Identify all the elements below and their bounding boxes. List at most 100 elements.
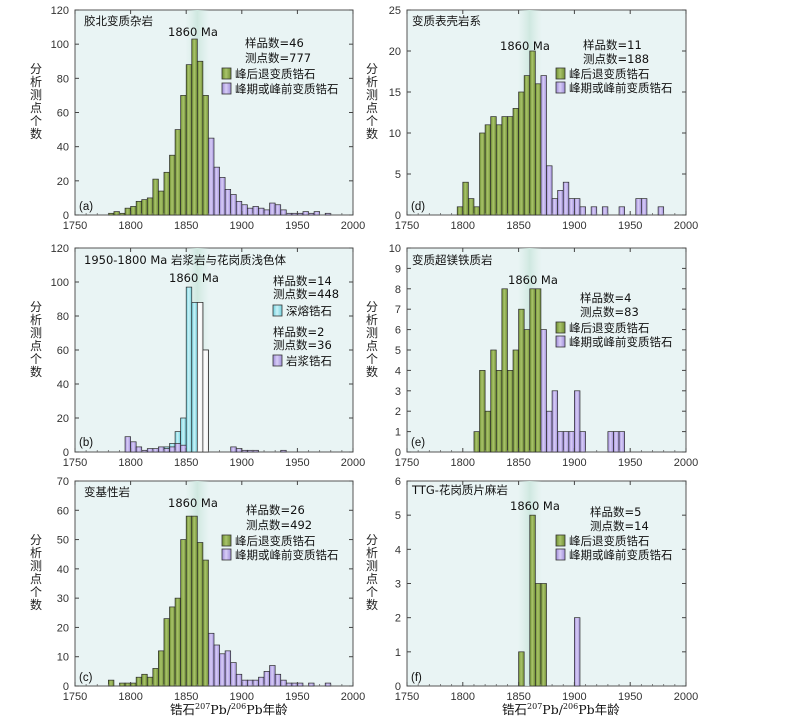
legend-post-c: 峰后退变质锆石 [235,534,316,548]
y-tick-label-c-70: 70 [57,476,69,488]
bar-c-1-1950 [297,682,304,687]
y-axis-label-char: 测 [366,326,378,340]
bar-b-2-1890 [230,446,237,453]
bar-d-0-1820 [484,124,492,216]
y-axis-label-char: 个 [30,352,42,366]
x-tick-label-f-1800: 1800 [451,691,475,703]
legend-swatch-peak-c [221,548,232,561]
y-axis-label-char: 析 [366,75,378,89]
y-axis-label-char: 析 [30,546,42,560]
y-tick-label-a-120: 120 [51,5,69,17]
x-axis-label-left-part3: Pb年龄 [246,702,288,717]
x-tick-label-d-1750: 1750 [395,220,419,232]
bar-e-1-1880 [551,390,559,453]
y-tick-label-b-40: 40 [57,379,69,391]
x-tick-label-e-1850: 1850 [506,457,530,469]
y-tick-label-a-80: 80 [57,73,69,85]
bar-d-1-1940 [618,206,625,216]
bar-c-0-1815 [146,676,154,687]
highlight-label-a: 1860 Ma [168,25,218,39]
bar-d-0-1825 [490,116,497,216]
legend-swatch-post-c [221,534,232,547]
bar-b-2-1895 [235,448,243,453]
legend-peak-e: 峰期或峰前变质锆石 [569,335,673,349]
x-tick-label-e-1750: 1750 [395,457,419,469]
x-tick-label-f-1850: 1850 [506,691,530,703]
y-axis-label-char: 测 [30,88,42,102]
bar-b-2-1800 [130,441,137,453]
bar-c-1-1875 [213,644,220,687]
y-axis-label-char: 测 [30,326,42,340]
y-tick-label-d-15: 15 [389,87,401,99]
bars-b [124,286,287,453]
y-axis-label-char: 数 [30,126,42,141]
bar-b-2-1835 [169,446,176,453]
bar-c-1-1960 [308,682,315,687]
bar-d-1-1975 [657,206,665,216]
bar-b-1-1860 [196,302,204,453]
bar-d-1-1900 [574,198,581,216]
y-tick-label-e-1: 1 [395,427,401,439]
bar-d-0-1805 [468,198,475,216]
highlight-label-d: 1860 Ma [500,39,550,53]
bar-c-1-1935 [280,679,287,687]
legend-swatch-peak-d [555,81,566,94]
x-tick-label-a-1950: 1950 [285,220,309,232]
bar-a-1-1960 [308,212,315,216]
point-count-d: 测点数=188 [583,52,649,66]
x-tick-label-c-1850: 1850 [174,691,198,703]
panel-title-c: 变基性岩 [84,485,130,499]
sample-count-b1: 样品数=14 [273,274,332,288]
bar-a-0-1845 [180,95,187,216]
y-tick-label-f-5: 5 [395,510,401,522]
bar-c-1-1880 [219,653,226,687]
y-tick-label-d-20: 20 [389,46,401,58]
y-tick-label-e-2: 2 [395,406,401,418]
bar-c-0-1845 [180,539,187,687]
bar-d-1-1875 [546,165,553,216]
y-axis-label-d: 分析测点个数 [366,62,378,141]
legend-swatch-post-f [555,534,566,547]
bar-d-0-1840 [507,116,514,216]
legend-post-f: 峰后退变质锆石 [569,534,650,548]
bar-d-1-1925 [601,206,609,216]
bar-a-0-1860 [196,60,204,216]
x-tick-label-a-1800: 1800 [118,220,142,232]
y-axis-label-char: 数 [366,126,378,141]
bar-a-0-1855 [191,38,198,216]
y-axis-label-char: 数 [30,364,42,379]
x-axis-label-right-sup2: 206 [563,702,578,711]
bar-c-1-1915 [258,676,265,687]
x-axis-label-left-sup1: 207 [195,702,210,711]
y-axis-label-char: 点 [366,572,378,586]
y-tick-label-e-4: 4 [395,365,401,377]
y-axis-label-char: 数 [366,364,378,379]
y-tick-label-e-3: 3 [395,386,401,398]
y-axis-label-b: 分析测点个数 [30,300,42,379]
x-tick-label-c-1750: 1750 [63,691,87,703]
point-count-f: 测点数=14 [590,519,649,533]
y-tick-label-c-50: 50 [57,535,69,547]
bar-a-1-1915 [258,207,265,216]
bar-d-1-1955 [635,198,642,216]
bar-a-0-1835 [169,154,176,216]
bar-c-0-1830 [163,618,170,687]
bar-b-2-1810 [141,449,148,453]
bar-d-0-1865 [534,83,542,216]
bar-b-2-1900 [241,449,248,453]
bar-a-1-1875 [213,166,220,216]
y-axis-label-char: 分 [366,300,378,314]
point-count-e: 测点数=83 [580,305,639,319]
bar-c-0-1790 [119,682,126,687]
highlight-label-c: 1860 Ma [168,496,218,510]
x-tick-label-f-1750: 1750 [395,691,419,703]
y-axis-label-char: 测 [366,88,378,102]
panel-label-b: (b) [79,437,93,449]
bar-a-1-1895 [235,200,243,216]
bar-e-1-1895 [568,431,575,453]
bar-d-0-1835 [501,116,508,216]
y-axis-label-char: 测 [30,559,42,573]
y-tick-label-c-30: 30 [57,593,69,605]
x-tick-label-c-2000: 2000 [341,691,365,703]
y-axis-label-f: 分析测点个数 [366,533,378,612]
